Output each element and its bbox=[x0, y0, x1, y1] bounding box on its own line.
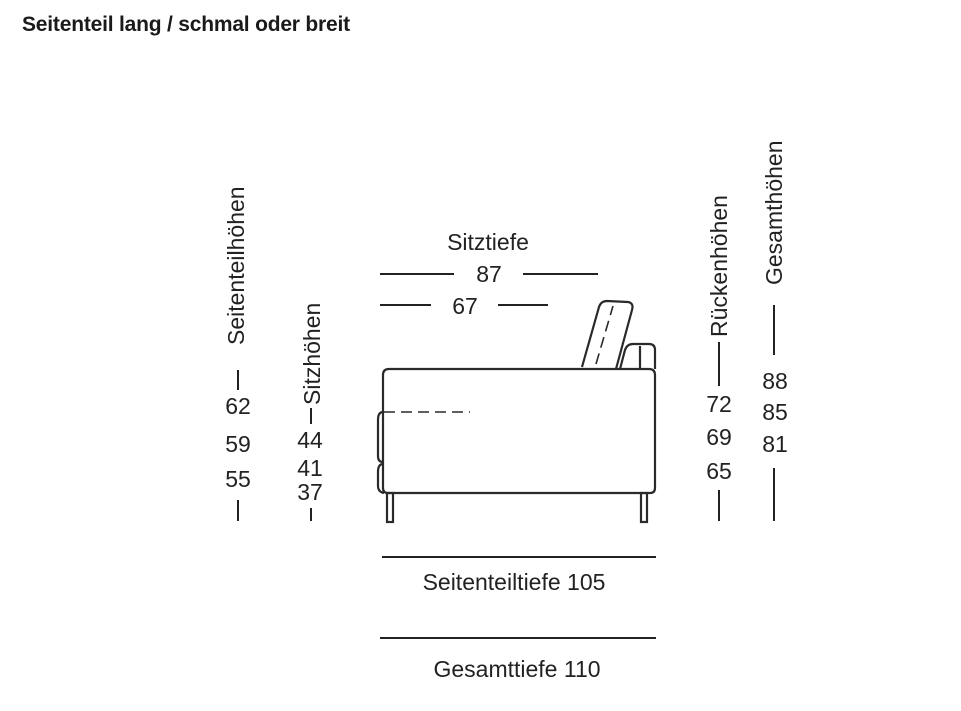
page-title: Seitenteil lang / schmal oder breit bbox=[22, 13, 350, 36]
sofa-back-cushion-dashed bbox=[595, 305, 614, 365]
sofa-body bbox=[381, 367, 657, 495]
sofa-front-upper-bulge bbox=[376, 410, 384, 464]
sitztiefe-value-87: 87 bbox=[476, 261, 502, 287]
gesamthoehen-label: Gesamthöhen bbox=[761, 141, 787, 285]
rueckenhoehen-label: Rückenhöhen bbox=[706, 195, 732, 337]
sofa-front-lower-bulge bbox=[376, 462, 385, 495]
sitztiefe-value-67: 67 bbox=[452, 293, 478, 319]
sitzhoehen-value-1: 44 bbox=[297, 427, 323, 453]
sitzhoehen-label: Sitzhöhen bbox=[299, 303, 325, 405]
seitenteilhoehen-value-1: 62 bbox=[225, 393, 251, 419]
gesamttiefe-group: Gesamttiefe 110 bbox=[380, 637, 656, 682]
sitztiefe-label: Sitztiefe bbox=[447, 229, 529, 255]
sitzhoehen-value-3: 37 bbox=[297, 479, 323, 505]
rueckenhoehen-value-1: 72 bbox=[706, 391, 732, 417]
sofa-back-leg bbox=[639, 491, 649, 524]
sofa-back-cushion bbox=[580, 299, 634, 370]
seitenteilhoehen-group: Seitenteilhöhen 62 59 55 bbox=[223, 186, 251, 521]
rueckenhoehen-group: Rückenhöhen 72 69 65 bbox=[706, 195, 732, 521]
sitzhoehen-value-2: 41 bbox=[297, 455, 323, 481]
seitenteilhoehen-value-2: 59 bbox=[225, 431, 251, 457]
sitztiefe-group: Sitztiefe 87 67 bbox=[380, 229, 598, 319]
gesamttiefe-label: Gesamttiefe 110 bbox=[433, 656, 600, 682]
seitenteilhoehen-label: Seitenteilhöhen bbox=[223, 186, 249, 345]
rueckenhoehen-value-2: 69 bbox=[706, 424, 732, 450]
gesamthoehen-value-1: 88 bbox=[762, 368, 788, 394]
gesamthoehen-value-2: 85 bbox=[762, 399, 788, 425]
sofa-front-leg bbox=[385, 491, 395, 524]
sofa-headrest bbox=[618, 342, 657, 370]
seitenteilhoehen-value-3: 55 bbox=[225, 466, 251, 492]
gesamthoehen-value-3: 81 bbox=[762, 431, 788, 457]
sitzhoehen-group: Sitzhöhen 44 41 37 bbox=[297, 303, 325, 521]
gesamthoehen-group: Gesamthöhen 88 85 81 bbox=[761, 141, 788, 521]
sofa-side-view bbox=[376, 299, 657, 524]
seitenteiltiefe-group: Seitenteiltiefe 105 bbox=[382, 556, 656, 595]
rueckenhoehen-value-3: 65 bbox=[706, 458, 732, 484]
seitenteiltiefe-label: Seitenteiltiefe 105 bbox=[423, 569, 606, 595]
